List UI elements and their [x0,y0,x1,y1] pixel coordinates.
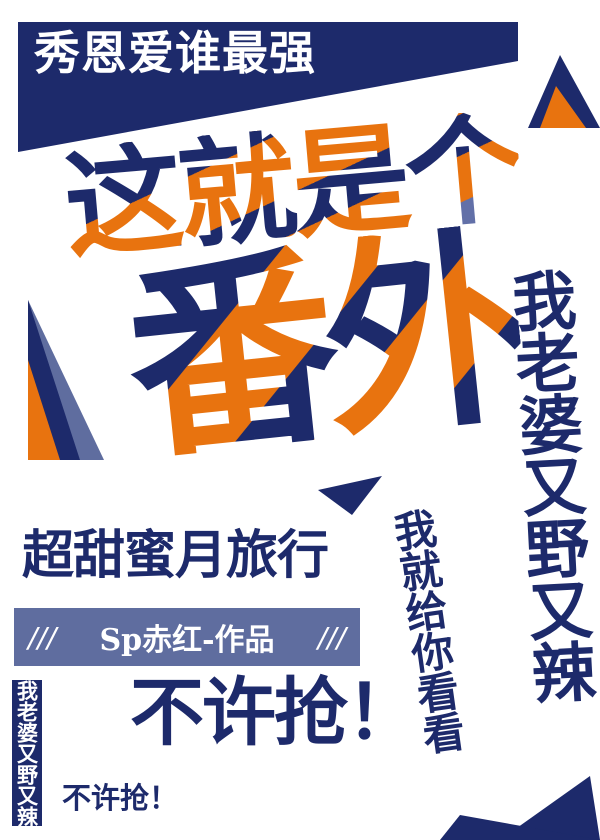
bottom-left-triangle [440,815,600,840]
right-slashes: /// [317,620,346,654]
mid-triangle-navy [318,476,382,515]
slogan-small: 不许抢！ [62,781,179,815]
bottom-right-triangle [500,776,600,840]
vertical-left-text: 我老婆又野又辣 [12,680,42,827]
banner-title: 秀恩爱谁最强 [34,26,316,80]
slogan-big: 不许抢！ [130,670,420,756]
author-name: Sp赤红-作品 [99,623,275,658]
author-bar: /// Sp赤红-作品 /// [14,608,360,666]
subtitle: 超甜蜜月旅行 [22,525,329,586]
top-right-triangle [528,55,600,128]
left-triangle-orange [28,360,60,460]
big-title: 番外 [116,202,532,489]
top-right-triangle-orange [540,86,586,128]
left-slashes: /// [28,620,57,654]
